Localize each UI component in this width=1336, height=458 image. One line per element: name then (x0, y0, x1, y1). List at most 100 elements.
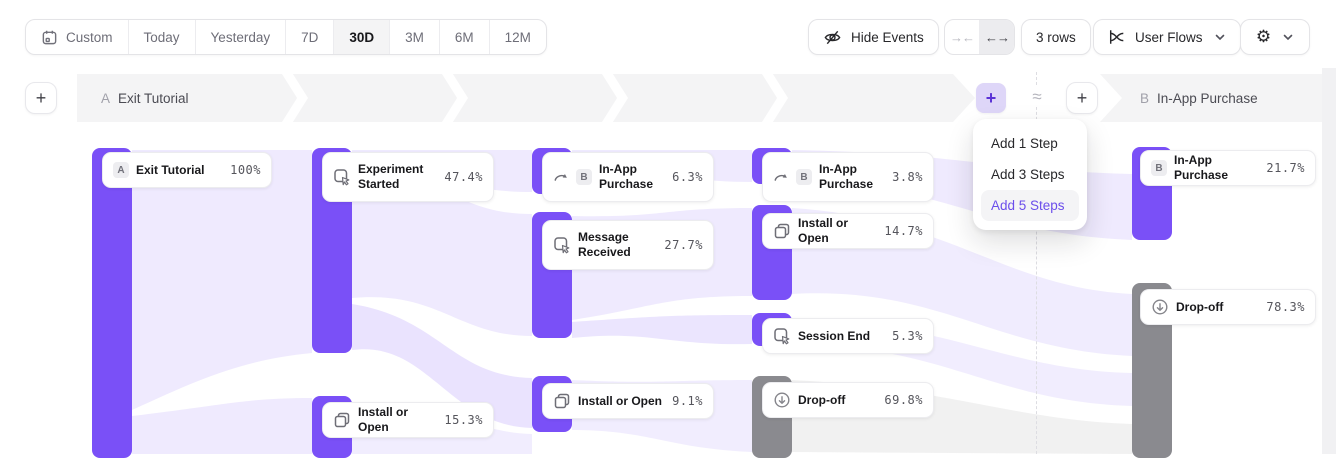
view-selector-button[interactable]: User Flows (1093, 19, 1241, 55)
event-icon (553, 236, 571, 254)
node-label: Drop-off (1176, 299, 1224, 314)
copies-icon (773, 222, 791, 240)
flow-node-in-app-purchase-3[interactable]: B In-App Purchase 6.3% (542, 152, 714, 202)
path-b-label: In-App Purchase (1157, 90, 1258, 106)
date-range-label: Yesterday (210, 29, 271, 45)
menu-item-add-1-step[interactable]: Add 1 Step (991, 136, 1058, 151)
date-range-12m[interactable]: 12M (490, 20, 546, 54)
node-label: Install or Open (578, 393, 663, 408)
node-label: Exit Tutorial (136, 162, 205, 177)
chevron-down-icon (1282, 31, 1294, 43)
node-value: 5.3% (892, 329, 923, 343)
merge-indicator: ≈ (1026, 87, 1048, 107)
add-steps-menu: Add 1 Step Add 3 Steps Add 5 Steps (973, 119, 1087, 230)
flow-node-install-or-open-4[interactable]: Install or Open 14.7% (762, 213, 934, 249)
node-value: 14.7% (884, 224, 923, 238)
node-label: In-App Purchase (599, 162, 654, 191)
flow-node-install-or-open-3[interactable]: Install or Open 9.1% (542, 383, 714, 419)
node-value: 6.3% (672, 170, 703, 184)
date-range-today[interactable]: Today (129, 20, 196, 54)
node-label: In-App Purchase (819, 162, 874, 191)
flow-node-in-app-purchase-b[interactable]: B In-App Purchase 21.7% (1140, 150, 1316, 186)
date-range-yesterday[interactable]: Yesterday (196, 20, 287, 54)
date-range-label: 30D (349, 29, 375, 45)
expand-icon: ←→ (985, 29, 1010, 45)
flow-node-drop-off-b[interactable]: Drop-off 78.3% (1140, 289, 1316, 325)
node-label: Install or Open (358, 405, 409, 434)
node-value: 21.7% (1266, 161, 1305, 175)
date-range-6m[interactable]: 6M (440, 20, 490, 54)
node-label: Message Received (578, 230, 631, 259)
node-value: 15.3% (444, 413, 483, 427)
date-range-selector: Custom Today Yesterday 7D 30D 3M 6M 12M (25, 19, 547, 55)
flow-node-experiment-started[interactable]: Experiment Started 47.4% (322, 152, 494, 202)
node-value: 47.4% (444, 170, 483, 184)
path-a-label: Exit Tutorial (118, 90, 189, 106)
expand-columns-button[interactable]: ←→ (980, 20, 1014, 54)
flow-node-exit-tutorial[interactable]: A Exit Tutorial 100% (102, 152, 272, 188)
node-label: Drop-off (798, 392, 846, 407)
node-value: 27.7% (664, 238, 703, 252)
hide-events-button[interactable]: Hide Events (808, 19, 939, 55)
badge-b: B (576, 169, 592, 185)
add-step-button-right[interactable]: + (1066, 82, 1098, 114)
copies-icon (553, 392, 571, 410)
add-step-button-left[interactable]: + (25, 82, 57, 114)
step-path-band-a[interactable]: A Exit Tutorial (77, 74, 975, 122)
user-flows-icon (1108, 28, 1126, 46)
calendar-icon (41, 29, 58, 46)
date-range-7d[interactable]: 7D (286, 20, 335, 54)
date-range-label: Today (143, 29, 180, 45)
flow-node-session-end[interactable]: Session End 5.3% (762, 318, 934, 354)
node-value: 100% (230, 163, 261, 177)
vertical-scrollbar-track[interactable] (1322, 68, 1336, 454)
plus-icon: + (1076, 87, 1088, 108)
chevron-separator-icon (762, 74, 788, 122)
collapse-icon: →← (950, 29, 975, 45)
date-range-label: 7D (301, 29, 319, 45)
drop-off-icon (773, 391, 791, 409)
chevron-separator-icon (282, 74, 308, 122)
node-label: Experiment Started (358, 162, 424, 191)
path-divider-line (1036, 72, 1037, 454)
add-step-button-purple[interactable]: + (976, 83, 1006, 113)
rows-label: 3 rows (1036, 29, 1076, 45)
settings-button[interactable]: ⚙ (1240, 19, 1310, 55)
event-icon (773, 327, 791, 345)
gear-icon: ⚙ (1255, 27, 1272, 46)
flow-node-message-received[interactable]: Message Received 27.7% (542, 220, 714, 270)
menu-item-add-5-steps[interactable]: Add 5 Steps (981, 190, 1079, 221)
date-range-custom[interactable]: Custom (26, 20, 129, 54)
date-range-3m[interactable]: 3M (390, 20, 440, 54)
step-path-band-b[interactable]: B In-App Purchase (1100, 74, 1322, 122)
flow-node-install-or-open-2[interactable]: Install or Open 15.3% (322, 402, 494, 438)
date-range-label: 6M (454, 29, 474, 45)
node-label: Install or Open (798, 216, 849, 245)
date-range-30d[interactable]: 30D (334, 20, 391, 54)
path-a-letter: A (101, 90, 111, 106)
node-value: 9.1% (672, 394, 703, 408)
chevron-separator-icon (602, 74, 628, 122)
badge-b: B (1151, 160, 1167, 176)
collapse-columns-button[interactable]: →← (945, 20, 980, 54)
flow-node-in-app-purchase-4[interactable]: B In-App Purchase 3.8% (762, 152, 934, 202)
path-b-letter: B (1140, 90, 1150, 106)
date-range-label: Custom (66, 29, 113, 45)
menu-item-add-3-steps[interactable]: Add 3 Steps (991, 167, 1065, 182)
chevron-separator-icon (442, 74, 468, 122)
chevron-down-icon (1214, 31, 1226, 43)
node-value: 78.3% (1266, 300, 1305, 314)
badge-a: A (113, 162, 129, 178)
view-selector-label: User Flows (1135, 29, 1203, 45)
flow-bar-exit-tutorial[interactable] (92, 148, 132, 458)
plus-icon: + (985, 87, 997, 108)
node-label: Session End (798, 328, 871, 343)
flow-node-drop-off-4[interactable]: Drop-off 69.8% (762, 382, 934, 418)
redirect-arrow-icon (773, 169, 789, 185)
date-range-label: 3M (405, 29, 424, 45)
date-range-label: 12M (504, 29, 531, 45)
plus-icon: + (35, 87, 47, 108)
node-label: In-App Purchase (1174, 153, 1229, 182)
rows-button[interactable]: 3 rows (1021, 19, 1091, 55)
event-icon (333, 168, 351, 186)
